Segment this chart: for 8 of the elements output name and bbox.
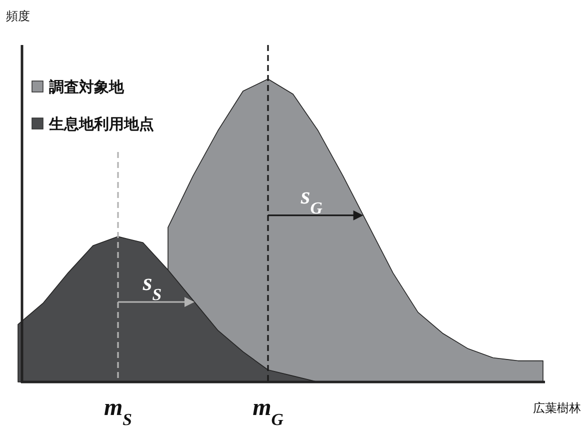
ref-label: m$_{G}$ (252, 395, 284, 426)
legend-label: 生息地利用地点 (49, 115, 154, 133)
annotation: s$_{S}$ (142, 270, 162, 304)
legend-label: 調査対象地 (49, 78, 124, 96)
ref-label: m$_{S}$ (104, 395, 132, 426)
xlabel: 広葉樹林 (533, 401, 581, 415)
annotation: s$_{G}$ (300, 183, 322, 217)
ylabel: 頻度 (6, 9, 30, 23)
